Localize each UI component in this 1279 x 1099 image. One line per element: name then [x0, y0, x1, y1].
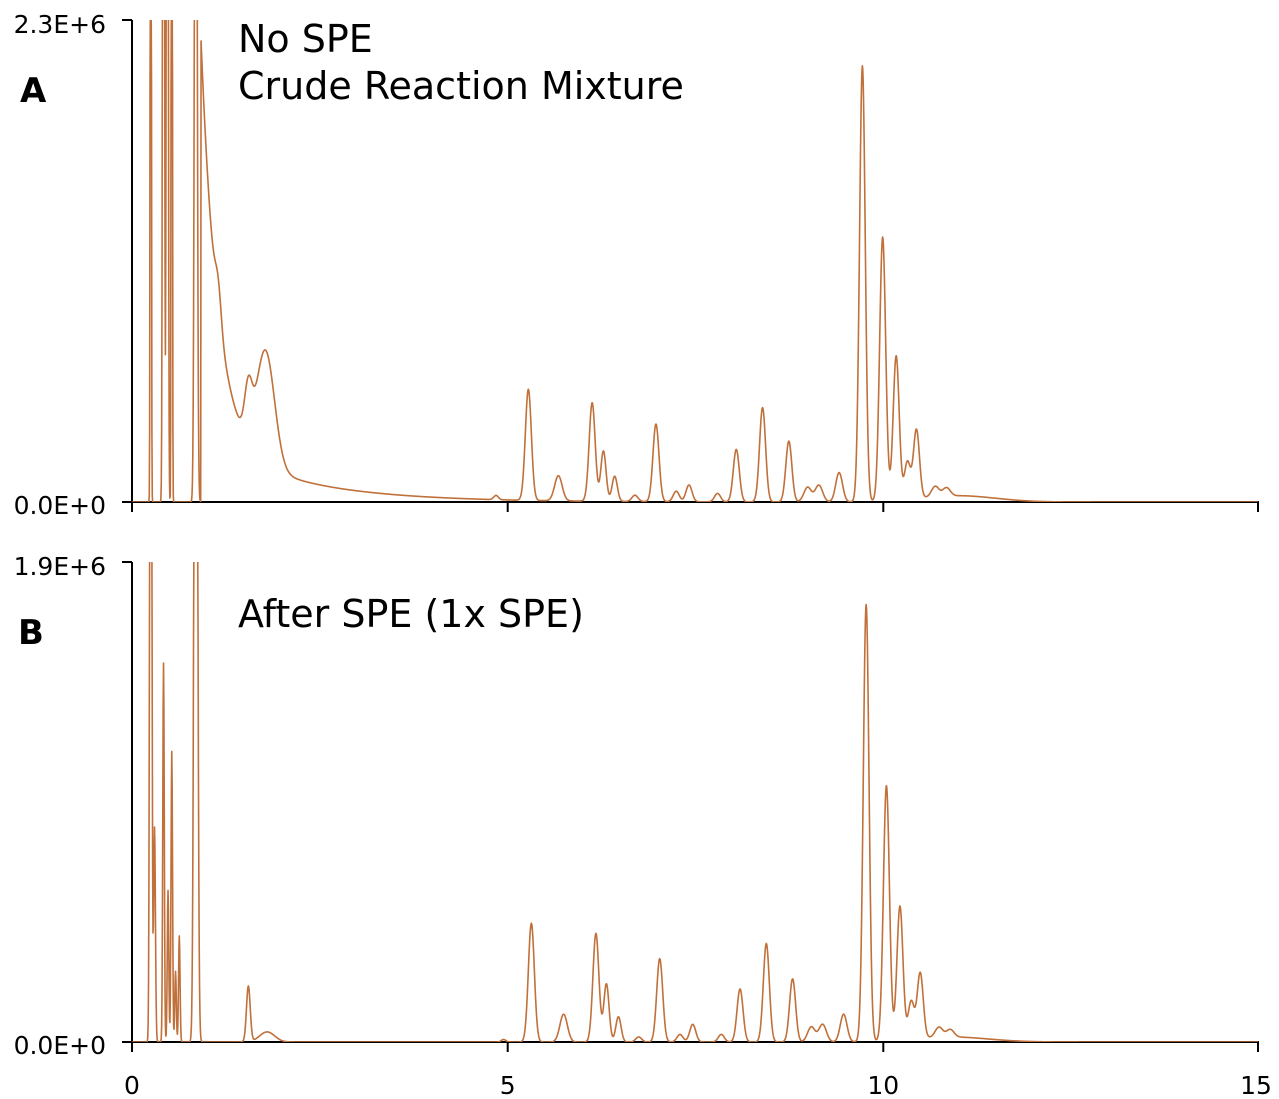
panel-a: 2.3E+6 0.0E+0 A No SPE Crude Reaction Mi… [14, 10, 1259, 520]
x-tick-label-15: 15 [1240, 1071, 1272, 1099]
panel-b-y-tick-label-max: 1.9E+6 [14, 552, 106, 581]
panel-b-y-tick-label-min: 0.0E+0 [14, 1031, 106, 1060]
panel-a-label: A [20, 71, 47, 111]
x-tick-label-0: 0 [124, 1071, 140, 1099]
panel-a-y-tick-label-max: 2.3E+6 [14, 10, 106, 39]
panel-a-y-tick-label-min: 0.0E+0 [14, 491, 106, 520]
panel-a-annotation-line-2: Crude Reaction Mixture [238, 64, 684, 108]
panel-b-trace [132, 562, 1259, 1042]
panel-a-annotation-line-1: No SPE [238, 17, 373, 61]
x-tick-label-10: 10 [867, 1071, 899, 1099]
panel-b: 1.9E+6 0.0E+0 0 5 10 15 B After SPE (1x … [14, 552, 1272, 1099]
panel-b-label: B [18, 613, 44, 653]
panel-a-trace [132, 20, 1259, 502]
panel-b-annotation-line-1: After SPE (1x SPE) [238, 592, 584, 636]
x-tick-label-5: 5 [500, 1071, 516, 1099]
